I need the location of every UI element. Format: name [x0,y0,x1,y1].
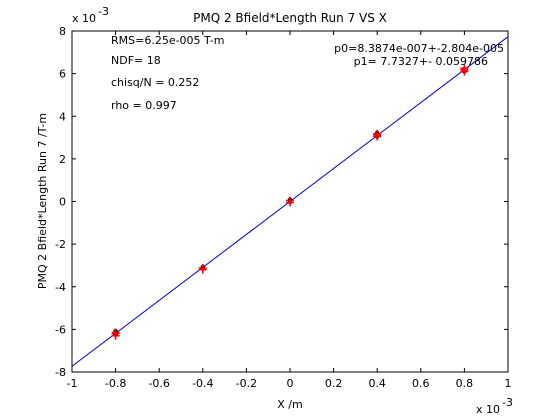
x-tick-label: 0.4 [368,377,386,390]
y-tick-label: -2 [55,238,66,251]
y-tick-label: 8 [59,25,66,38]
x-tick-label: -0.6 [148,377,169,390]
x-tick-label: -0.4 [192,377,213,390]
x-tick-label: 1 [505,377,512,390]
y-tick-label: 4 [59,110,66,123]
data-point-plus [286,198,294,207]
data-point-plus [198,265,207,274]
x-tick-label: 0.8 [456,377,474,390]
stat-ndf: NDF= 18 [111,54,161,67]
y-tick-label: 2 [59,153,66,166]
x-tick-label: 0.6 [412,377,430,390]
data-point-plus [460,64,469,73]
stat-rho: rho = 0.997 [111,99,177,112]
stat-p0: p0=8.3874e-007+-2.804e-005 [334,42,504,55]
y-exponent-power: -3 [98,5,109,18]
y-tick-label: 6 [59,68,66,81]
x-tick-label: -1 [67,377,78,390]
x-exponent-label: x 10 [476,403,500,416]
x-tick-label: -0.2 [236,377,257,390]
y-tick-label: -4 [55,281,66,294]
y-tick-label: -6 [55,323,66,336]
stat-rms: RMS=6.25e-005 T-m [111,34,224,47]
tick-layer: -1 -0.8 -0.6 -0.4 -0.2 0 0.2 0.4 0.6 0.8 1 -8 -6 -4 -2… [55,25,511,390]
x-exponent-power: -3 [502,396,513,409]
x-tick-label: 0 [287,377,294,390]
x-axis-label: X /m [277,398,302,411]
y-axis-label: PMQ 2 Bfield*Length Run 7 /T-m [36,113,49,289]
y-exponent-label: x 10 [72,12,96,25]
data-point-plus [111,329,120,338]
stat-p1: p1= 7.7327+- 0.059786 [354,55,488,68]
x-tick-label: 0.2 [325,377,343,390]
y-tick-label: -8 [55,366,66,379]
x-tick-label: -0.8 [105,377,126,390]
data-point-plus [373,129,382,138]
chart-title: PMQ 2 Bfield*Length Run 7 VS X [193,11,387,25]
stat-chisq: chisq/N = 0.252 [111,76,199,89]
y-tick-label: 0 [59,196,66,209]
data-points-layer [111,64,469,340]
